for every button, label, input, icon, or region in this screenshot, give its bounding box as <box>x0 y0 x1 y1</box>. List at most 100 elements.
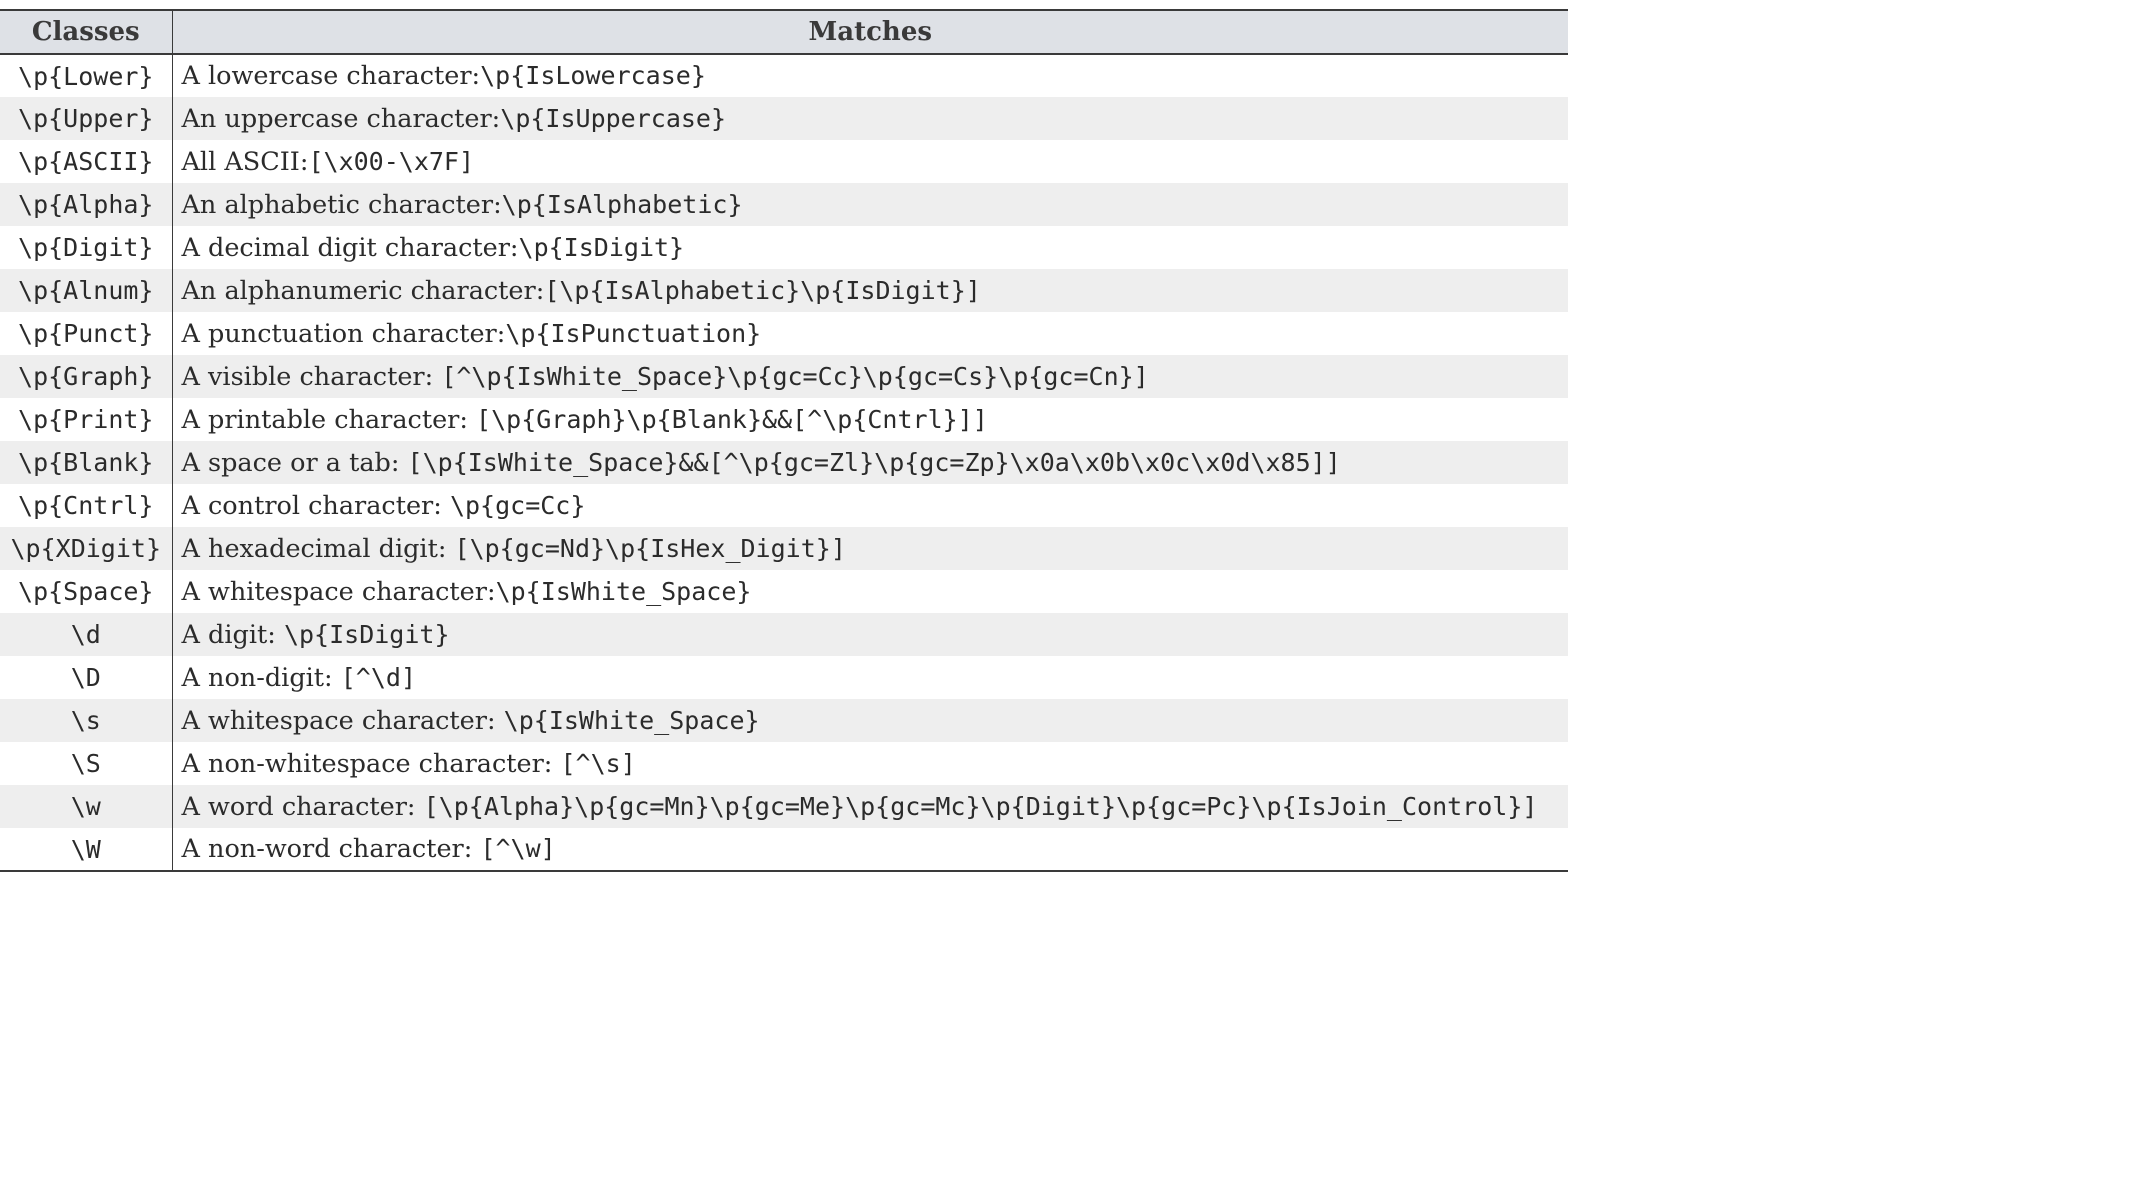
match-code: [\p{Graph}\p{Blank}&&[^\p{Cntrl}]] <box>476 404 988 434</box>
match-cell: A printable character: [\p{Graph}\p{Blan… <box>172 398 1568 441</box>
match-code: \p{IsWhite_Space} <box>495 576 752 606</box>
character-classes-table: Classes Matches \p{Lower} A lowercase cha… <box>0 9 1568 872</box>
page: Classes Matches \p{Lower} A lowercase cha… <box>0 9 1568 872</box>
match-cell: A non-digit: [^\d] <box>172 656 1568 699</box>
match-description: A non-word character: <box>181 834 481 864</box>
class-cell: \p{Blank} <box>0 441 173 484</box>
class-cell: \S <box>0 742 173 785</box>
matches-column-header: Matches <box>172 10 1568 55</box>
match-description: A printable character: <box>181 404 477 435</box>
table-row: \p{Blank} A space or a tab: [\p{IsWhite_S… <box>0 441 1568 484</box>
table-row: \D A non-digit: [^\d] <box>0 656 1568 699</box>
match-code: [\p{IsWhite_Space}&&[^\p{gc=Zl}\p{gc=Zp}… <box>407 447 1341 477</box>
class-cell: \p{ASCII} <box>0 140 173 183</box>
match-description: A non-digit: <box>181 662 341 693</box>
table-row: \S A non-whitespace character: [^\s] <box>0 742 1568 785</box>
match-cell: A word character: [\p{Alpha}\p{gc=Mn}\p{… <box>172 785 1568 828</box>
match-cell: A lowercase character:\p{IsLowercase} <box>172 54 1568 97</box>
class-cell: \d <box>0 613 173 656</box>
match-cell: A space or a tab: [\p{IsWhite_Space}&&[^… <box>172 441 1568 484</box>
class-cell: \p{Cntrl} <box>0 484 173 527</box>
match-cell: A hexadecimal digit: [\p{gc=Nd}\p{IsHex_… <box>172 527 1568 570</box>
table-row: \d A digit: \p{IsDigit} <box>0 613 1568 656</box>
table-row: \p{Alpha} An alphabetic character:\p{IsAl… <box>0 183 1568 226</box>
match-description: A punctuation character: <box>181 318 506 349</box>
class-cell: \p{Print} <box>0 398 173 441</box>
match-code: \p{IsWhite_Space} <box>503 705 760 735</box>
table-row: \p{Upper} An uppercase character:\p{IsUpp… <box>0 97 1568 140</box>
match-cell: A decimal digit character:\p{IsDigit} <box>172 226 1568 269</box>
table-row: \p{XDigit} A hexadecimal digit: [\p{gc=Nd… <box>0 527 1568 570</box>
class-cell: \p{Graph} <box>0 355 173 398</box>
table-row: \p{Punct} A punctuation character:\p{IsPu… <box>0 312 1568 355</box>
table-row: \p{Alnum} An alphanumeric character:[\p{I… <box>0 269 1568 312</box>
match-code: [\p{IsAlphabetic}\p{IsDigit}] <box>544 275 981 305</box>
match-code: [^\w] <box>480 834 556 863</box>
match-description: An uppercase character: <box>181 103 501 134</box>
match-code: \p{gc=Cc} <box>449 490 586 520</box>
match-code: \p{IsDigit} <box>518 232 685 262</box>
match-code: [\p{Alpha}\p{gc=Mn}\p{gc=Me}\p{gc=Mc}\p{… <box>423 791 1538 821</box>
match-description: An alphabetic character: <box>181 189 502 220</box>
table-row: \p{Space} A whitespace character:\p{IsWhi… <box>0 570 1568 613</box>
table-row: \p{Cntrl} A control character: \p{gc=Cc} <box>0 484 1568 527</box>
match-description: A lowercase character: <box>181 61 481 91</box>
match-description: An alphanumeric character: <box>181 275 545 306</box>
table-row: \s A whitespace character: \p{IsWhite_Spa… <box>0 699 1568 742</box>
match-description: A whitespace character: <box>181 576 496 607</box>
match-code: \p{IsAlphabetic} <box>501 189 743 219</box>
class-cell: \p{Digit} <box>0 226 173 269</box>
class-cell: \p{Upper} <box>0 97 173 140</box>
table-row: \p{Lower} A lowercase character:\p{IsLowe… <box>0 54 1568 97</box>
class-cell: \p{Alpha} <box>0 183 173 226</box>
class-cell: \p{Space} <box>0 570 173 613</box>
match-description: A decimal digit character: <box>181 232 519 263</box>
match-description: A space or a tab: <box>181 447 408 478</box>
table-row: \p{Graph} A visible character: [^\p{IsWhi… <box>0 355 1568 398</box>
table-row: \p{Digit} A decimal digit character:\p{Is… <box>0 226 1568 269</box>
match-cell: An uppercase character:\p{IsUppercase} <box>172 97 1568 140</box>
table-row: \p{ASCII} All ASCII:[\x00-\x7F] <box>0 140 1568 183</box>
match-description: A control character: <box>181 490 450 521</box>
match-cell: An alphabetic character:\p{IsAlphabetic} <box>172 183 1568 226</box>
match-description: A whitespace character: <box>181 705 504 736</box>
match-code: [^\d] <box>340 662 417 692</box>
match-code: [\x00-\x7F] <box>308 146 475 176</box>
class-cell: \s <box>0 699 173 742</box>
match-description: All ASCII: <box>181 146 309 177</box>
class-cell: \p{Lower} <box>0 54 173 97</box>
table-body: \p{Lower} A lowercase character:\p{IsLowe… <box>0 54 1568 871</box>
match-cell: All ASCII:[\x00-\x7F] <box>172 140 1568 183</box>
header-row: Classes Matches <box>0 10 1568 55</box>
match-code: \p{IsDigit} <box>283 619 450 649</box>
match-description: A word character: <box>181 791 424 822</box>
table-row: \W A non-word character: [^\w] <box>0 828 1568 871</box>
class-cell: \w <box>0 785 173 828</box>
match-description: A digit: <box>181 619 284 650</box>
match-cell: A punctuation character:\p{IsPunctuation… <box>172 312 1568 355</box>
match-description: A non-whitespace character: <box>181 748 561 779</box>
match-cell: An alphanumeric character:[\p{IsAlphabet… <box>172 269 1568 312</box>
match-description: A hexadecimal digit: <box>181 533 455 564</box>
match-code: \p{IsUppercase} <box>500 103 727 133</box>
match-cell: A whitespace character: \p{IsWhite_Space… <box>172 699 1568 742</box>
match-cell: A non-word character: [^\w] <box>172 828 1568 871</box>
match-cell: A digit: \p{IsDigit} <box>172 613 1568 656</box>
class-cell: \p{Alnum} <box>0 269 173 312</box>
match-cell: A whitespace character:\p{IsWhite_Space} <box>172 570 1568 613</box>
class-cell: \p{Punct} <box>0 312 173 355</box>
match-code: [^\p{IsWhite_Space}\p{gc=Cc}\p{gc=Cs}\p{… <box>441 361 1149 391</box>
table-row: \p{Print} A printable character: [\p{Grap… <box>0 398 1568 441</box>
match-code: \p{IsLowercase} <box>480 61 706 90</box>
table-row: \w A word character: [\p{Alpha}\p{gc=Mn}\… <box>0 785 1568 828</box>
match-code: \p{IsPunctuation} <box>505 318 762 348</box>
match-cell: A control character: \p{gc=Cc} <box>172 484 1568 527</box>
classes-column-header: Classes <box>0 10 173 55</box>
match-cell: A visible character: [^\p{IsWhite_Space}… <box>172 355 1568 398</box>
match-code: [\p{gc=Nd}\p{IsHex_Digit}] <box>454 533 846 563</box>
match-description: A visible character: <box>181 361 442 392</box>
class-cell: \D <box>0 656 173 699</box>
class-cell: \p{XDigit} <box>0 527 173 570</box>
class-cell: \W <box>0 828 173 871</box>
match-cell: A non-whitespace character: [^\s] <box>172 742 1568 785</box>
